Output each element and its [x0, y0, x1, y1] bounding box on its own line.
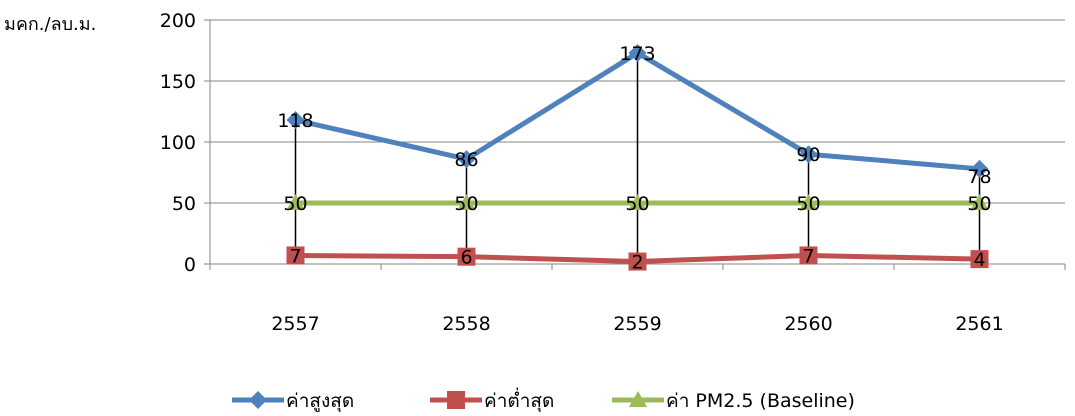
series-group	[286, 43, 989, 271]
x-axis-ticks: 2557 2558 2559 2560 2561	[209, 264, 1066, 335]
data-point-marker	[799, 194, 818, 210]
legend-item: ค่าสูงสุด	[232, 390, 354, 413]
data-label: 7	[289, 245, 301, 267]
data-label: 50	[454, 193, 478, 215]
x-tick-label: 2560	[784, 313, 832, 335]
data-point-marker	[799, 145, 818, 164]
x-tick-label: 2558	[442, 313, 490, 335]
y-tick-label: 200	[160, 10, 196, 32]
data-point-marker	[799, 246, 818, 265]
legend-marker	[447, 391, 465, 409]
high-low-lines	[294, 52, 981, 262]
data-label: 86	[454, 149, 478, 171]
data-point-marker	[628, 252, 647, 271]
data-point-marker	[286, 111, 305, 130]
y-tick-label: 150	[160, 71, 196, 93]
data-label: 50	[625, 193, 649, 215]
data-label: 2	[631, 252, 643, 274]
legend-label: ค่าต่ำสุด	[484, 387, 554, 413]
data-point-marker	[628, 43, 647, 62]
legend-label: ค่าสูงสุด	[286, 390, 354, 413]
x-tick-label: 2559	[613, 313, 661, 335]
data-point-marker	[628, 194, 647, 210]
legend-marker	[629, 391, 647, 407]
data-label: 50	[796, 193, 820, 215]
series-0	[286, 43, 989, 178]
data-point-marker	[286, 194, 305, 210]
y-tick-label: 100	[160, 132, 196, 154]
data-label: 118	[277, 110, 313, 132]
legend-marker	[249, 391, 267, 409]
data-point-marker	[970, 159, 989, 178]
data-label: 7	[802, 245, 814, 267]
x-tick-label: 2561	[955, 313, 1003, 335]
y-tick-label: 50	[172, 193, 196, 215]
series-2	[286, 194, 989, 210]
data-label: 173	[619, 43, 655, 65]
series-1	[286, 246, 989, 271]
data-labels: 118 86 173 90 78 7 6 2 7 4 50 50 50 50 50	[277, 43, 991, 274]
x-tick-label: 2557	[271, 313, 319, 335]
y-axis-ticks: 0 50 100 150 200	[160, 10, 210, 276]
y-axis-unit-label: มคก./ลบ.ม.	[4, 14, 96, 35]
legend-item: ค่าต่ำสุด	[430, 387, 554, 413]
legend-item: ค่า PM2.5 (Baseline)	[612, 390, 855, 412]
data-point-marker	[457, 247, 476, 266]
data-point-marker	[970, 250, 989, 269]
data-point-marker	[970, 194, 989, 210]
legend-label: ค่า PM2.5 (Baseline)	[666, 390, 855, 412]
data-point-marker	[457, 194, 476, 210]
legend: ค่าสูงสุด ค่าต่ำสุด ค่า PM2.5 (Baseline)	[232, 387, 855, 413]
data-point-marker	[457, 150, 476, 169]
data-label: 90	[796, 144, 820, 166]
data-label: 6	[460, 247, 472, 269]
data-label: 50	[283, 193, 307, 215]
data-label: 4	[973, 249, 985, 271]
data-point-marker	[286, 246, 305, 265]
data-label: 78	[967, 166, 991, 188]
data-label: 50	[967, 193, 991, 215]
y-tick-label: 0	[184, 254, 196, 276]
